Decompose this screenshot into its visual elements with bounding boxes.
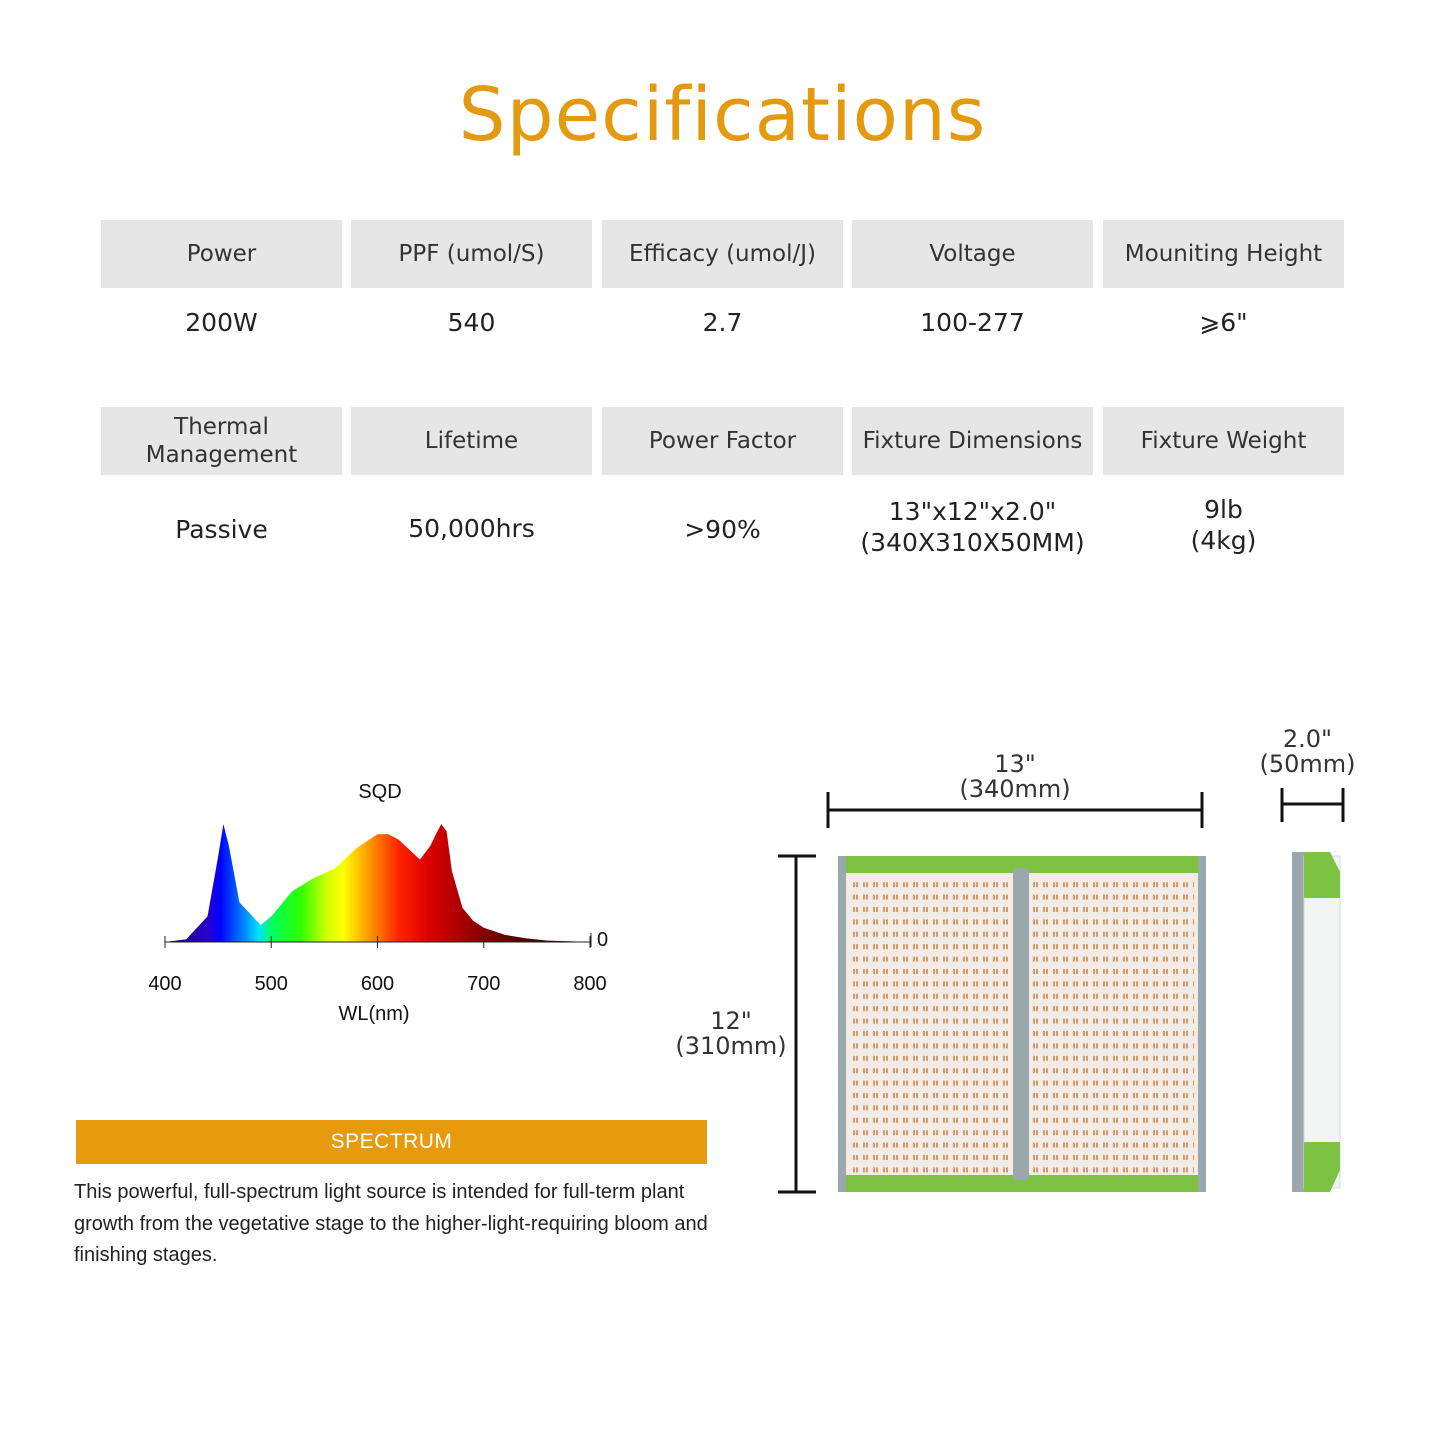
height-dimension-inches: 12" [710,1007,752,1035]
chart-title: SQD [358,781,401,803]
depth-dimension-mm: (50mm) [1259,750,1356,778]
value-thermal: Passive [101,494,342,564]
depth-dimension-inches: 2.0" [1282,725,1333,753]
value-dimensions-line-2: (340X310X50MM) [860,528,1085,557]
value-mounting-height-text: ⩾6" [1199,307,1248,337]
header-power-factor: Power Factor [602,407,843,475]
spectrum-area [165,824,590,942]
header-voltage: Voltage [852,220,1093,288]
header-mounting-height: Mouniting Height [1103,220,1344,288]
fixture-front-view [838,856,1206,1192]
led-board-left [850,875,1010,1175]
x-tick-label-500: 500 [255,973,288,995]
value-lifetime: 50,000hrs [351,494,592,562]
header-fixture-weight-label: Fixture Weight [1140,428,1307,454]
x-tick-group: 400 500 600 700 800 [148,936,607,995]
value-weight-line-1: 9lb [1204,495,1243,524]
spectrum-banner: SPECTRUM [76,1120,707,1164]
value-mounting-height: ⩾6" [1103,300,1344,344]
height-dimension-label: 12" (310mm) [668,1009,794,1059]
header-power-factor-label: Power Factor [648,428,797,454]
value-weight-line-2: (4kg) [1190,526,1257,555]
header-ppf-label: PPF (umol/S) [398,241,545,267]
width-dimension-mm: (340mm) [959,775,1071,803]
value-power-factor: >90% [602,494,843,564]
value-voltage: 100-277 [852,300,1093,344]
led-board-right [1032,875,1194,1175]
y-tick-label: 0 [597,929,608,951]
fixture-dimension-drawing [778,788,1345,1194]
center-heatsink [1013,868,1029,1180]
value-efficacy: 2.7 [602,300,843,344]
header-voltage-label: Voltage [929,241,1016,267]
x-tick-label-600: 600 [361,973,394,995]
header-thermal-line-2: Management [145,442,298,468]
header-lifetime-label: Lifetime [424,428,519,454]
width-dimension-label: 13" (340mm) [920,752,1110,802]
page-title: Specifications [458,72,987,158]
spectrum-chart: SQD 400 500 600 700 800 0 WL(nm) [148,781,608,1025]
header-efficacy: Efficacy (umol/J) [602,220,843,288]
bottom-green-bar [840,1175,1202,1192]
header-lifetime: Lifetime [351,407,592,475]
value-dimensions-line-1: 13"x12"x2.0" [888,497,1057,526]
value-fixture-dimensions: 13"x12"x2.0" (340X310X50MM) [852,494,1093,560]
header-fixture-dimensions-label: Fixture Dimensions [862,428,1083,454]
header-thermal-management: Thermal Management [101,407,342,475]
value-power-factor-text: >90% [684,514,761,544]
x-tick-label-700: 700 [467,973,500,995]
header-fixture-weight: Fixture Weight [1103,407,1344,475]
value-power: 200W [101,300,342,344]
header-efficacy-label: Efficacy (umol/J) [629,241,816,267]
value-fixture-weight: 9lb (4kg) [1103,494,1344,556]
header-mounting-height-label: Mouniting Height [1124,241,1323,267]
height-dimension-line [778,854,816,1194]
x-tick-label-400: 400 [148,973,181,995]
x-tick-label-800: 800 [573,973,606,995]
header-thermal-line-1: Thermal [174,414,269,440]
value-efficacy-text: 2.7 [702,307,743,337]
value-ppf-text: 540 [447,307,496,337]
value-power-text: 200W [185,307,258,337]
header-ppf: PPF (umol/S) [351,220,592,288]
header-power-label: Power [186,241,257,267]
height-dimension-mm: (310mm) [675,1032,787,1060]
value-row-2: Passive 50,000hrs >90% 13"x12"x2.0" (340… [101,494,1344,560]
top-green-bar [840,856,1202,873]
header-power: Power [101,220,342,288]
spectrum-description: This powerful, full-spectrum light sourc… [74,1181,708,1266]
left-rail [838,856,846,1192]
width-dimension-inches: 13" [994,750,1036,778]
fixture-side-view [1292,852,1341,1192]
value-voltage-text: 100-277 [920,307,1025,337]
x-axis-label: WL(nm) [338,1003,409,1025]
header-fixture-dimensions: Fixture Dimensions [852,407,1093,475]
depth-dimension-line [1280,788,1345,822]
depth-dimension-label: 2.0" (50mm) [1250,727,1365,777]
right-rail [1198,856,1206,1192]
width-dimension-line [826,792,1204,828]
value-thermal-text: Passive [175,514,268,544]
value-ppf: 540 [351,300,592,344]
value-row-1: 200W 540 2.7 100-277 ⩾6" [101,300,1344,344]
value-lifetime-text: 50,000hrs [408,513,535,543]
